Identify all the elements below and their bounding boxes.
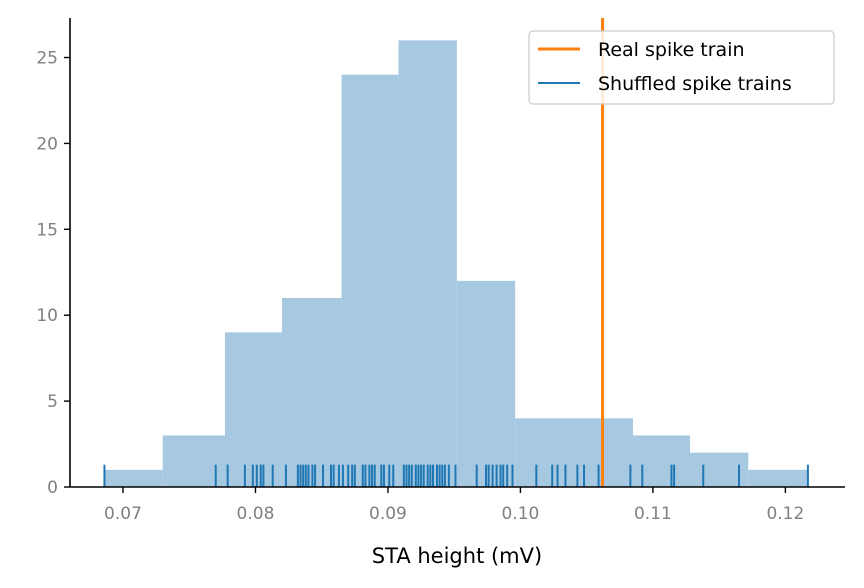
y-tick-label-0: 0 (47, 478, 58, 498)
y-ticks: 0 5 10 15 20 25 (36, 49, 70, 498)
legend-frame (528, 30, 835, 105)
y-tick-label-4: 20 (36, 134, 58, 154)
y-tick-label-1: 5 (47, 392, 58, 412)
rug-marks (103, 464, 809, 487)
legend: Real spike train Shuffled spike trains (528, 30, 835, 105)
histogram-bar-6 (456, 280, 516, 487)
x-tick-label-3: 0.10 (501, 504, 539, 524)
histogram-bar-0 (104, 469, 163, 487)
x-tick-label-0: 0.07 (104, 504, 142, 524)
axes (69, 18, 845, 488)
histogram-bar-7 (515, 418, 634, 487)
x-axis-label: STA height (mV) (372, 544, 542, 568)
x-tick-label-1: 0.08 (237, 504, 275, 524)
x-tick-label-4: 0.11 (634, 504, 672, 524)
histogram-bar-2 (225, 332, 282, 487)
x-ticks: 0.07 0.08 0.09 0.10 0.11 0.12 (104, 487, 804, 524)
y-tick-label-2: 10 (36, 306, 58, 326)
histogram-bar-4 (341, 74, 399, 487)
histogram-bar-5 (398, 40, 457, 487)
histogram-bars (104, 40, 808, 487)
legend-label-0: Real spike train (598, 39, 745, 61)
histogram-bar-1 (162, 435, 225, 487)
x-tick-label-2: 0.09 (369, 504, 407, 524)
legend-label-1: Shuffled spike trains (598, 73, 792, 95)
histogram-bar-3 (281, 298, 342, 487)
histogram-bar-10 (748, 469, 808, 487)
y-tick-label-3: 15 (36, 220, 58, 240)
x-tick-label-5: 0.12 (766, 504, 804, 524)
y-tick-label-5: 25 (36, 49, 58, 69)
